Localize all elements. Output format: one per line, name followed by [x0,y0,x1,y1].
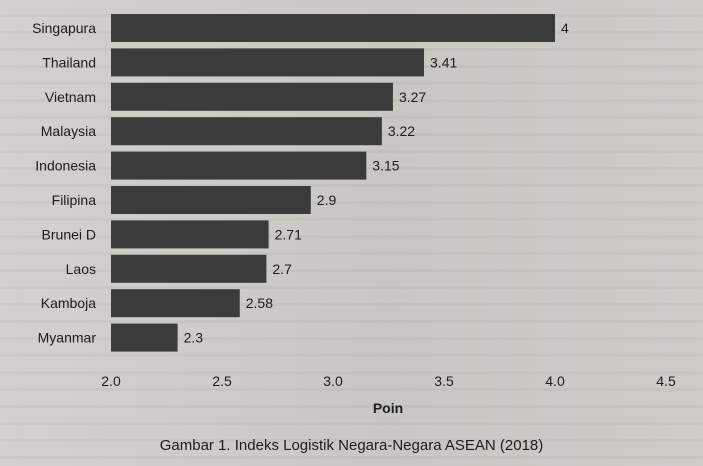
figure-caption: Gambar 1. Indeks Logistik Negara-Negara … [159,437,544,454]
value-label: 2.7 [272,261,292,277]
value-label: 3.22 [388,123,415,139]
bar-vietnam [111,82,393,111]
bar-singapura [111,14,555,42]
category-labels: Singapura Thailand Vietnam Malaysia Indonesi… [32,20,96,346]
value-label: 3.27 [399,89,426,105]
x-tick-label: 2.0 [101,373,121,389]
category-label: Indonesia [35,158,96,174]
bar-kamboja [111,289,240,318]
bar-indonesia [111,151,367,180]
x-tick-labels: 2.0 2.5 3.0 3.5 4.0 4.5 [101,373,676,389]
category-label: Singapura [32,20,96,36]
value-labels: 4 3.41 3.27 3.22 3.15 2.9 2.71 2.7 2.58 2.3 [184,20,569,346]
bar-myanmar [111,323,178,352]
value-label: 4 [561,20,569,36]
bar-brunei-d [111,220,269,249]
value-label: 2.3 [184,330,204,346]
category-label: Laos [66,261,96,277]
value-label: 3.15 [372,158,399,174]
x-tick-label: 3.0 [323,373,343,389]
x-tick-label: 4.5 [656,373,676,389]
bar-filipina [111,186,311,214]
category-label: Brunei D [42,226,96,242]
value-label: 3.41 [430,54,457,70]
category-label: Thailand [42,54,96,70]
category-label: Myanmar [38,330,97,346]
value-label: 2.58 [246,295,273,311]
bar-thailand [111,48,425,77]
value-label: 2.71 [275,226,302,242]
value-label: 2.9 [317,192,337,208]
x-axis-title: Poin [373,400,403,416]
bar-malaysia [111,117,382,146]
category-label: Kamboja [41,295,96,311]
x-tick-label: 2.5 [212,373,232,389]
bar-laos [111,254,267,283]
category-label: Filipina [52,192,97,208]
x-tick-label: 4.0 [545,373,565,389]
bars-group [111,14,555,352]
x-tick-label: 3.5 [434,373,454,389]
category-label: Vietnam [45,89,96,105]
category-label: Malaysia [41,123,96,139]
